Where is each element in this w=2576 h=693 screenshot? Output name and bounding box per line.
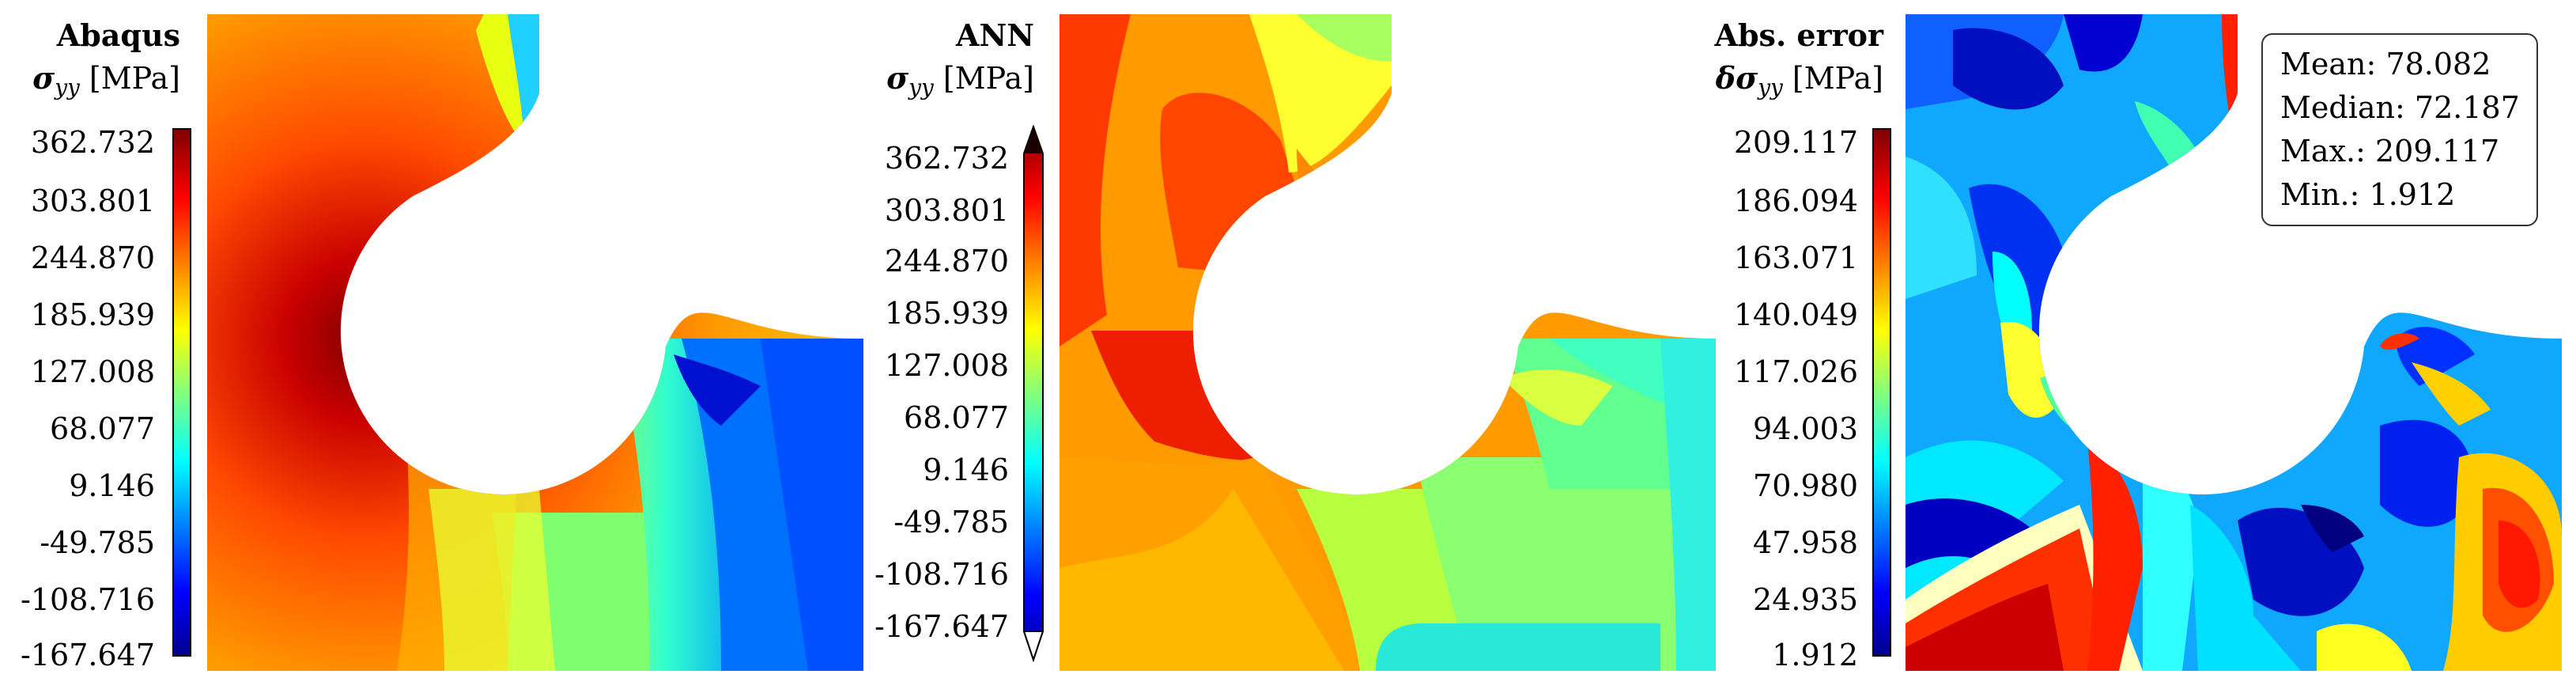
colorbar-tick: 117.026 <box>1733 354 1858 389</box>
colorbar-tick: 47.958 <box>1753 525 1858 560</box>
stat-label: Mean: <box>2280 47 2377 81</box>
stat-mean: Mean: 78.082 <box>2280 43 2519 86</box>
colorbar-tick: -108.716 <box>874 557 1009 592</box>
colorbar-tick: 244.870 <box>884 244 1009 278</box>
colorbar-tick: 186.094 <box>1733 184 1858 218</box>
colorbar-tick: 127.008 <box>30 354 155 389</box>
stat-label: Max.: <box>2280 134 2366 169</box>
colorbar-tick: 94.003 <box>1753 411 1858 446</box>
quantity-unit: [MPa] <box>942 61 1034 96</box>
stat-value: 72.187 <box>2414 90 2520 125</box>
colorbar-tick: 24.935 <box>1753 582 1858 617</box>
stat-value: 1.912 <box>2369 177 2456 212</box>
colorbar-tick: 303.801 <box>884 193 1009 228</box>
stat-max: Max.: 209.117 <box>2280 130 2519 173</box>
colorbar-tick: 9.146 <box>69 468 155 503</box>
quantity-subscript: yy <box>908 74 934 100</box>
colorbar-tick: 244.870 <box>30 240 155 275</box>
quantity-subscript: yy <box>1758 74 1783 100</box>
panel-ann: ANN σyy [MPa] 362.732 303.801 244.870 18… <box>862 0 1716 693</box>
colorbar-tick: 68.077 <box>50 411 155 446</box>
stress-field-ann <box>1059 14 1716 671</box>
colorbar-tick: 209.117 <box>1733 125 1858 160</box>
quantity-subscript: yy <box>55 74 80 100</box>
colorbar-tick: -49.785 <box>893 505 1009 540</box>
quantity-unit: [MPa] <box>1792 61 1883 96</box>
colorbar-tick: -108.716 <box>21 582 155 617</box>
colorbar-tick: 140.049 <box>1733 297 1858 332</box>
panel-abaqus: Abaqus σyy [MPa] 362.732 303.801 244.870… <box>0 0 863 693</box>
colorbar-tick: 70.980 <box>1753 468 1858 503</box>
quantity-unit: [MPa] <box>89 61 180 96</box>
colorbar-tick: 68.077 <box>904 400 1009 435</box>
quantity-label: δσyy [MPa] <box>1713 60 1883 100</box>
panel-title: Abs. error <box>1714 17 1884 53</box>
colorbar-tick: 127.008 <box>884 348 1009 383</box>
stress-field-abaqus <box>207 14 863 671</box>
colorbar <box>172 128 191 657</box>
colorbar <box>1022 125 1044 663</box>
quantity-prefix: δ <box>1715 60 1736 96</box>
colorbar-tick: -49.785 <box>40 525 155 560</box>
colorbar-tick: 163.071 <box>1733 240 1858 275</box>
colorbar-tick: -167.647 <box>21 638 155 672</box>
quantity-symbol: σ <box>32 60 55 96</box>
panel-title: ANN <box>956 17 1034 53</box>
stat-label: Min.: <box>2280 177 2360 212</box>
stat-value: 78.082 <box>2385 47 2491 81</box>
colorbar <box>1872 128 1891 657</box>
stat-median: Median: 72.187 <box>2280 86 2520 130</box>
quantity-label: σyy [MPa] <box>862 60 1034 100</box>
colorbar-tick: 9.146 <box>923 453 1009 487</box>
quantity-symbol: σ <box>886 60 909 96</box>
colorbar-tick: 362.732 <box>30 125 155 160</box>
panel-title: Abaqus <box>56 17 180 53</box>
colorbar-tick: -167.647 <box>874 609 1009 644</box>
error-statistics-box: Mean: 78.082 Median: 72.187 Max.: 209.11… <box>2261 33 2538 226</box>
stat-value: 209.117 <box>2374 134 2500 169</box>
panel-abs-error: Abs. error δσyy [MPa] 209.117 186.094 16… <box>1713 0 2576 693</box>
colorbar-tick: 185.939 <box>30 297 155 332</box>
colorbar-tick: 303.801 <box>30 184 155 218</box>
stat-min: Min.: 1.912 <box>2280 173 2519 217</box>
stat-label: Median: <box>2280 90 2405 125</box>
colorbar-tick: 362.732 <box>884 141 1009 176</box>
colorbar-tick: 185.939 <box>884 296 1009 331</box>
colorbar-tick: 1.912 <box>1772 638 1858 672</box>
quantity-symbol: σ <box>1736 60 1758 96</box>
quantity-label: σyy [MPa] <box>0 60 180 100</box>
error-field <box>1906 14 2562 671</box>
